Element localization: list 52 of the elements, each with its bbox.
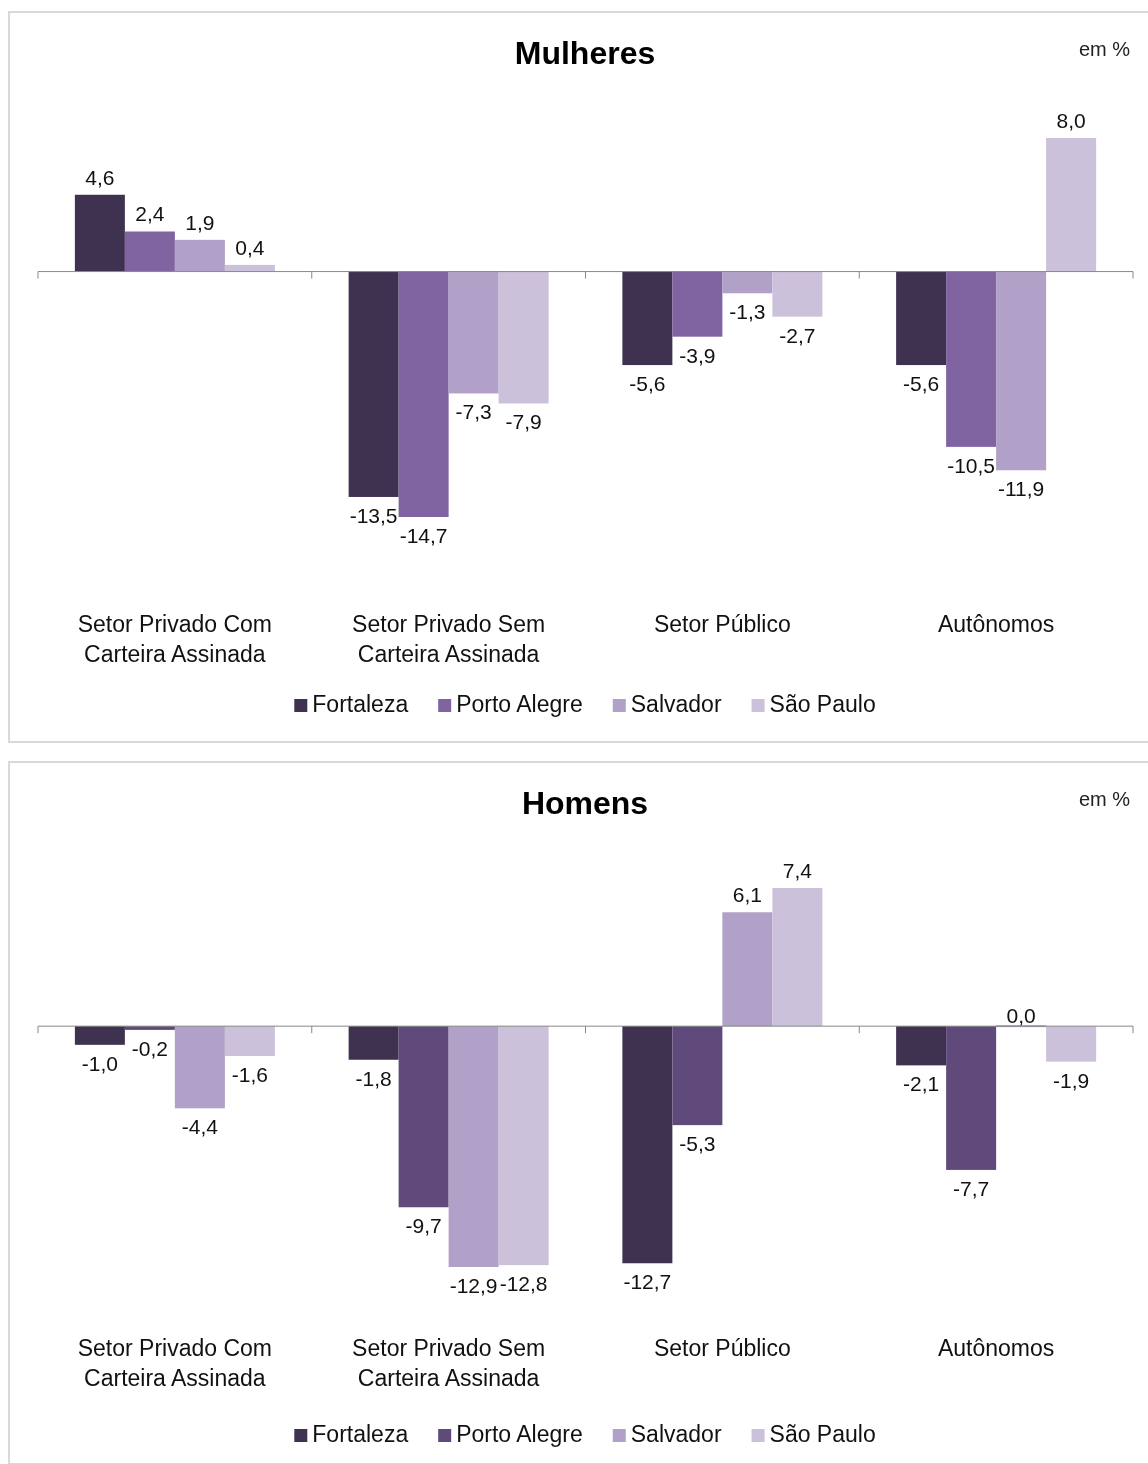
data-label: 4,6 (85, 165, 115, 189)
data-label: 6,1 (732, 883, 762, 907)
x-tick-label: Setor Público (653, 1335, 791, 1361)
data-label: -3,9 (679, 343, 716, 367)
data-label: -5,3 (679, 1132, 716, 1156)
data-label: -7,3 (455, 400, 492, 424)
data-label: 0,4 (235, 235, 265, 259)
data-label: -12,8 (499, 1272, 548, 1296)
chart-title: Mulheres (514, 35, 656, 71)
data-label: -1,0 (81, 1051, 118, 1075)
data-label: 7,4 (782, 859, 813, 882)
data-label: -2,1 (903, 1072, 940, 1096)
data-label: -7,7 (953, 1176, 990, 1200)
data-label: -1,8 (355, 1066, 392, 1090)
data-label: -12,7 (623, 1270, 672, 1294)
x-tick-label: Setor Privado Com Carteira Assinada (77, 611, 273, 667)
legend-label: São Paulo (769, 691, 876, 717)
data-label: -14,7 (399, 524, 448, 547)
legend-label: Salvador (630, 691, 722, 717)
data-label: 2,4 (135, 202, 165, 226)
x-tick-label: Setor Privado Com Carteira Assinada (77, 1335, 273, 1391)
x-tick-label: Setor Privado Sem Carteira Assinada (352, 611, 546, 667)
data-label: 0,0 (1006, 1004, 1036, 1028)
data-label: -4,4 (181, 1115, 219, 1139)
data-label: -12,9 (449, 1274, 498, 1297)
data-label: -2,7 (779, 323, 816, 347)
text: em % (1078, 38, 1131, 60)
x-tick-label: Autônomos (937, 611, 1055, 637)
data-label: -1,6 (231, 1063, 268, 1087)
data-label: -1,3 (729, 300, 766, 324)
legend-label: São Paulo (769, 1421, 876, 1447)
text: em % (1078, 788, 1131, 810)
chart-title: Homens (521, 785, 649, 821)
data-label: -9,7 (405, 1214, 442, 1238)
data-label: -13,5 (349, 503, 398, 527)
data-label: -1,9 (1053, 1068, 1090, 1092)
data-label: -10,5 (947, 453, 996, 477)
x-tick-label: Autônomos (937, 1335, 1055, 1361)
x-tick-label: Setor Privado Sem Carteira Assinada (352, 1335, 546, 1391)
data-label: -0,2 (131, 1036, 168, 1060)
data-label: 1,9 (185, 210, 215, 234)
data-label: -11,9 (997, 477, 1045, 501)
legend-label: Salvador (630, 1421, 722, 1447)
x-tick-label: Setor Público (653, 611, 791, 637)
data-label: -5,6 (629, 372, 666, 396)
legend-label: Porto Alegre (456, 1421, 583, 1447)
data-label: 8,0 (1056, 109, 1086, 132)
data-label: -5,6 (903, 372, 940, 396)
legend-label: Porto Alegre (456, 691, 583, 717)
legend-label: Fortaleza (312, 1421, 409, 1447)
legend-label: Fortaleza (312, 691, 409, 717)
data-label: -7,9 (505, 410, 542, 434)
